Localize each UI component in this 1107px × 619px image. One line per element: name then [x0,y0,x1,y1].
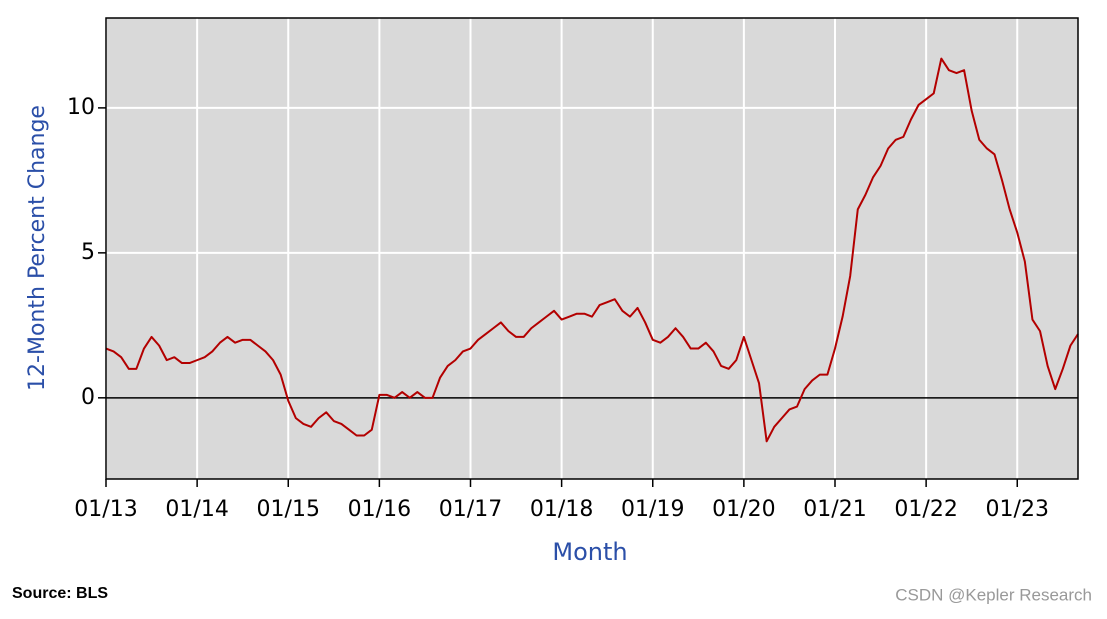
x-tick-label: 01/14 [165,497,228,522]
x-tick-label: 01/16 [348,497,411,522]
x-axis-label: Month [552,538,627,566]
y-tick-label: 10 [67,95,95,120]
source: Source: BLS [12,585,108,602]
x-tick-label: 01/23 [986,497,1049,522]
y-axis-label: 12-Month Percent Change [25,105,50,391]
x-tick-label: 01/18 [530,497,593,522]
x-tick-label: 01/20 [712,497,775,522]
y-tick-label: 5 [81,240,95,265]
plot-frame [105,17,1079,480]
x-tick-label: 01/13 [74,497,137,522]
data-line [105,57,1079,443]
x-tick-label: 01/22 [894,497,957,522]
x-tick-label: 01/17 [439,497,502,522]
watermark: CSDN @Kepler Research [895,585,1092,604]
plot-area [106,18,1078,479]
x-tick-label: 01/15 [257,497,320,522]
x-tick-label: 01/21 [803,497,866,522]
x-tick-label: 01/19 [621,497,684,522]
y-tick-label: 0 [81,385,95,410]
